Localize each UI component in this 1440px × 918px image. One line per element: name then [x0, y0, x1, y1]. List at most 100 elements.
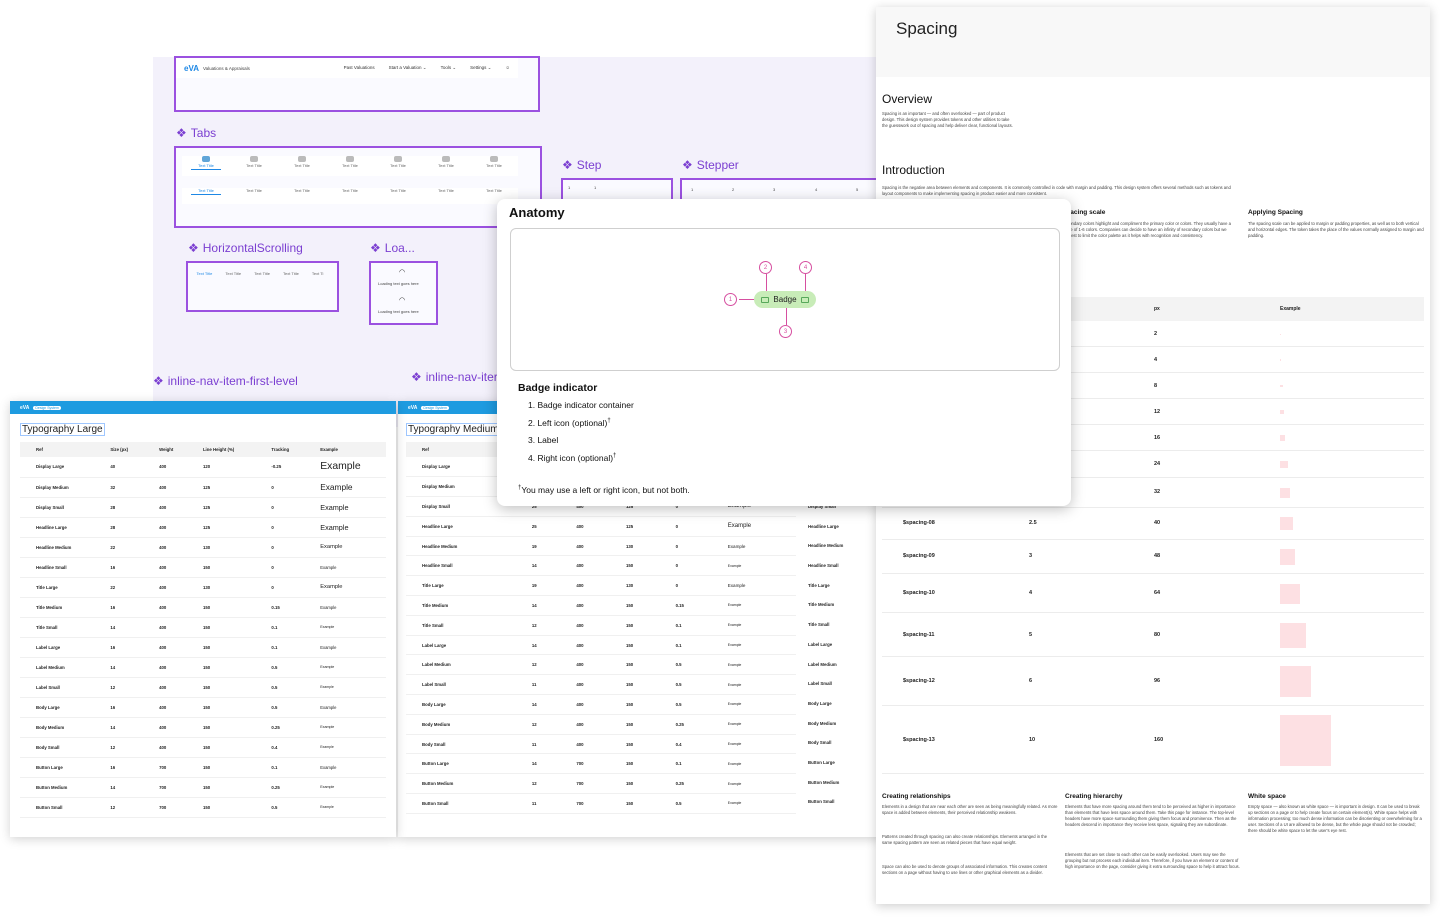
table-cell: 12	[94, 737, 144, 758]
table-cell: 700	[560, 773, 610, 795]
table-cell: Example	[711, 615, 796, 636]
tab-item[interactable]: Text Title	[472, 156, 516, 176]
scroll-tab[interactable]: Text Title	[225, 271, 242, 276]
table-cell: 0.5	[659, 654, 712, 676]
nav-link-past[interactable]: Past Valuations	[343, 65, 375, 70]
small-ref-item: Button Medium	[808, 779, 840, 785]
section-label-step: ❖ Step	[562, 158, 601, 172]
introduction-text: Spacing is the negative area between ele…	[882, 185, 1231, 196]
tab-item[interactable]: Text Title	[424, 156, 468, 176]
spacing-px: 48	[1154, 553, 1161, 560]
table-cell: Example	[304, 557, 386, 578]
table-cell: Example	[304, 577, 386, 598]
white-space-heading: White space	[1248, 793, 1286, 800]
table-row: Headline Small 14 400 150 0 Example	[406, 555, 796, 577]
car-icon	[298, 156, 306, 162]
callout-line	[786, 308, 787, 325]
callout-1: 1	[724, 293, 737, 306]
tab-item[interactable]: Text Title	[328, 188, 372, 204]
column-header: Ref	[406, 442, 516, 457]
table-row: Body Medium 14 400 150 0.25 Example	[20, 717, 386, 738]
nav-link-tools[interactable]: Tools ⌄	[440, 65, 457, 70]
tab-item[interactable]: Text Title	[184, 156, 228, 176]
table-cell: 0.4	[659, 734, 712, 755]
spacing-px: 12	[1154, 408, 1161, 415]
table-cell: 0	[255, 557, 305, 578]
spacing-row: 12	[882, 399, 1424, 425]
table-cell: Label Medium	[406, 654, 516, 676]
table-cell: 0.1	[659, 615, 712, 636]
table-cell: 0.15	[659, 595, 712, 616]
table-cell: 400	[143, 497, 187, 518]
table-cell: 28	[94, 497, 144, 518]
table-cell: 400	[143, 477, 187, 498]
section-label-loading: ❖ Loa...	[370, 241, 415, 255]
scroll-tab[interactable]: Text Title	[283, 271, 299, 276]
tab-item[interactable]: Text Title	[424, 188, 468, 204]
table-cell: Label Small	[406, 674, 516, 696]
nav-link-start[interactable]: Start a Valuation ⌄	[388, 65, 427, 70]
table-cell: Button Medium	[406, 773, 516, 795]
anatomy-footnote: †You may use a left or right icon, but n…	[518, 485, 690, 495]
table-cell: Example	[304, 777, 386, 798]
spacing-row: 32	[882, 478, 1424, 508]
table-cell: 400	[560, 615, 610, 636]
table-cell: 130	[609, 575, 660, 597]
table-row: Title Small 14 400 150 0.1 Example	[20, 617, 386, 638]
tab-item[interactable]: Text Title	[376, 188, 420, 204]
user-icon[interactable]: ☺	[505, 65, 510, 70]
white-space-text: Empty space — also known as white space …	[1248, 804, 1422, 833]
loading-text: Loading text goes here	[378, 309, 419, 314]
tab-item[interactable]: Text Title	[232, 156, 276, 176]
table-cell: Example	[711, 674, 796, 696]
table-cell: Display Small	[20, 497, 95, 518]
scroll-tab[interactable]: Text Title	[254, 271, 270, 276]
tab-label: Text Title	[390, 163, 406, 168]
tab-item[interactable]: Text Title	[376, 156, 420, 176]
table-cell: Example	[711, 734, 796, 755]
table-cell: 14	[515, 753, 561, 775]
spacing-row: $spacing-11 5 80	[882, 613, 1424, 658]
relationships-text: Elements in a design that are near each …	[882, 804, 1058, 815]
table-cell: 400	[143, 697, 187, 718]
relationships-text-3: Space can also be used to denote groups …	[882, 864, 1047, 875]
table-cell: Title Medium	[20, 597, 95, 618]
scroll-tab[interactable]: Text Ti	[311, 271, 324, 276]
table-cell: Example	[711, 654, 796, 676]
table-header-row: Ref Size (px) Weight Line Height (%) Trackin…	[20, 442, 386, 457]
spacing-swatch	[1280, 583, 1301, 605]
tab-item[interactable]: Text Title	[184, 188, 228, 204]
tab-item[interactable]: Text Title	[328, 156, 372, 176]
table-cell: 14	[94, 657, 144, 678]
tab-label: Text Title	[486, 188, 502, 193]
table-cell: 700	[143, 777, 187, 798]
logo-subtitle: Valuations & Appraisals	[202, 65, 250, 71]
spacing-row: $spacing-09 3 48	[882, 540, 1424, 575]
spacing-swatch	[1280, 460, 1288, 469]
table-cell: Example	[711, 595, 796, 616]
spacing-row: 8	[882, 373, 1424, 399]
spacing-row: $spacing-10 4 64	[882, 574, 1424, 614]
list-item: 4. Right icon (optional)†	[528, 453, 634, 471]
tab-item[interactable]: Text Title	[280, 156, 324, 176]
tab-label: Text Title	[438, 163, 454, 168]
hierarchy-heading: Creating hierarchy	[1065, 793, 1123, 800]
table-cell: 16	[94, 757, 144, 778]
car-icon	[490, 156, 498, 162]
small-ref-item: Headline Small	[808, 563, 839, 569]
tab-item[interactable]: Text Title	[232, 188, 276, 204]
column-header: Tracking	[255, 442, 305, 457]
tab-item[interactable]: Text Title	[280, 188, 324, 204]
tab-item[interactable]: Text Title	[472, 188, 516, 204]
spacing-px: 2	[1154, 330, 1158, 337]
table-cell: 0	[255, 577, 305, 598]
table-cell: 11	[515, 734, 561, 755]
tab-underline	[191, 194, 221, 195]
nav-link-settings[interactable]: Settings ⌄	[470, 65, 492, 70]
table-cell: 0.1	[255, 617, 305, 638]
typography-large-title: Typography Large	[20, 423, 105, 436]
table-cell: 400	[560, 734, 610, 755]
scroll-tab[interactable]: Text Title	[196, 271, 213, 276]
table-row: Label Medium 14 400 150 0.5 Example	[20, 657, 386, 678]
